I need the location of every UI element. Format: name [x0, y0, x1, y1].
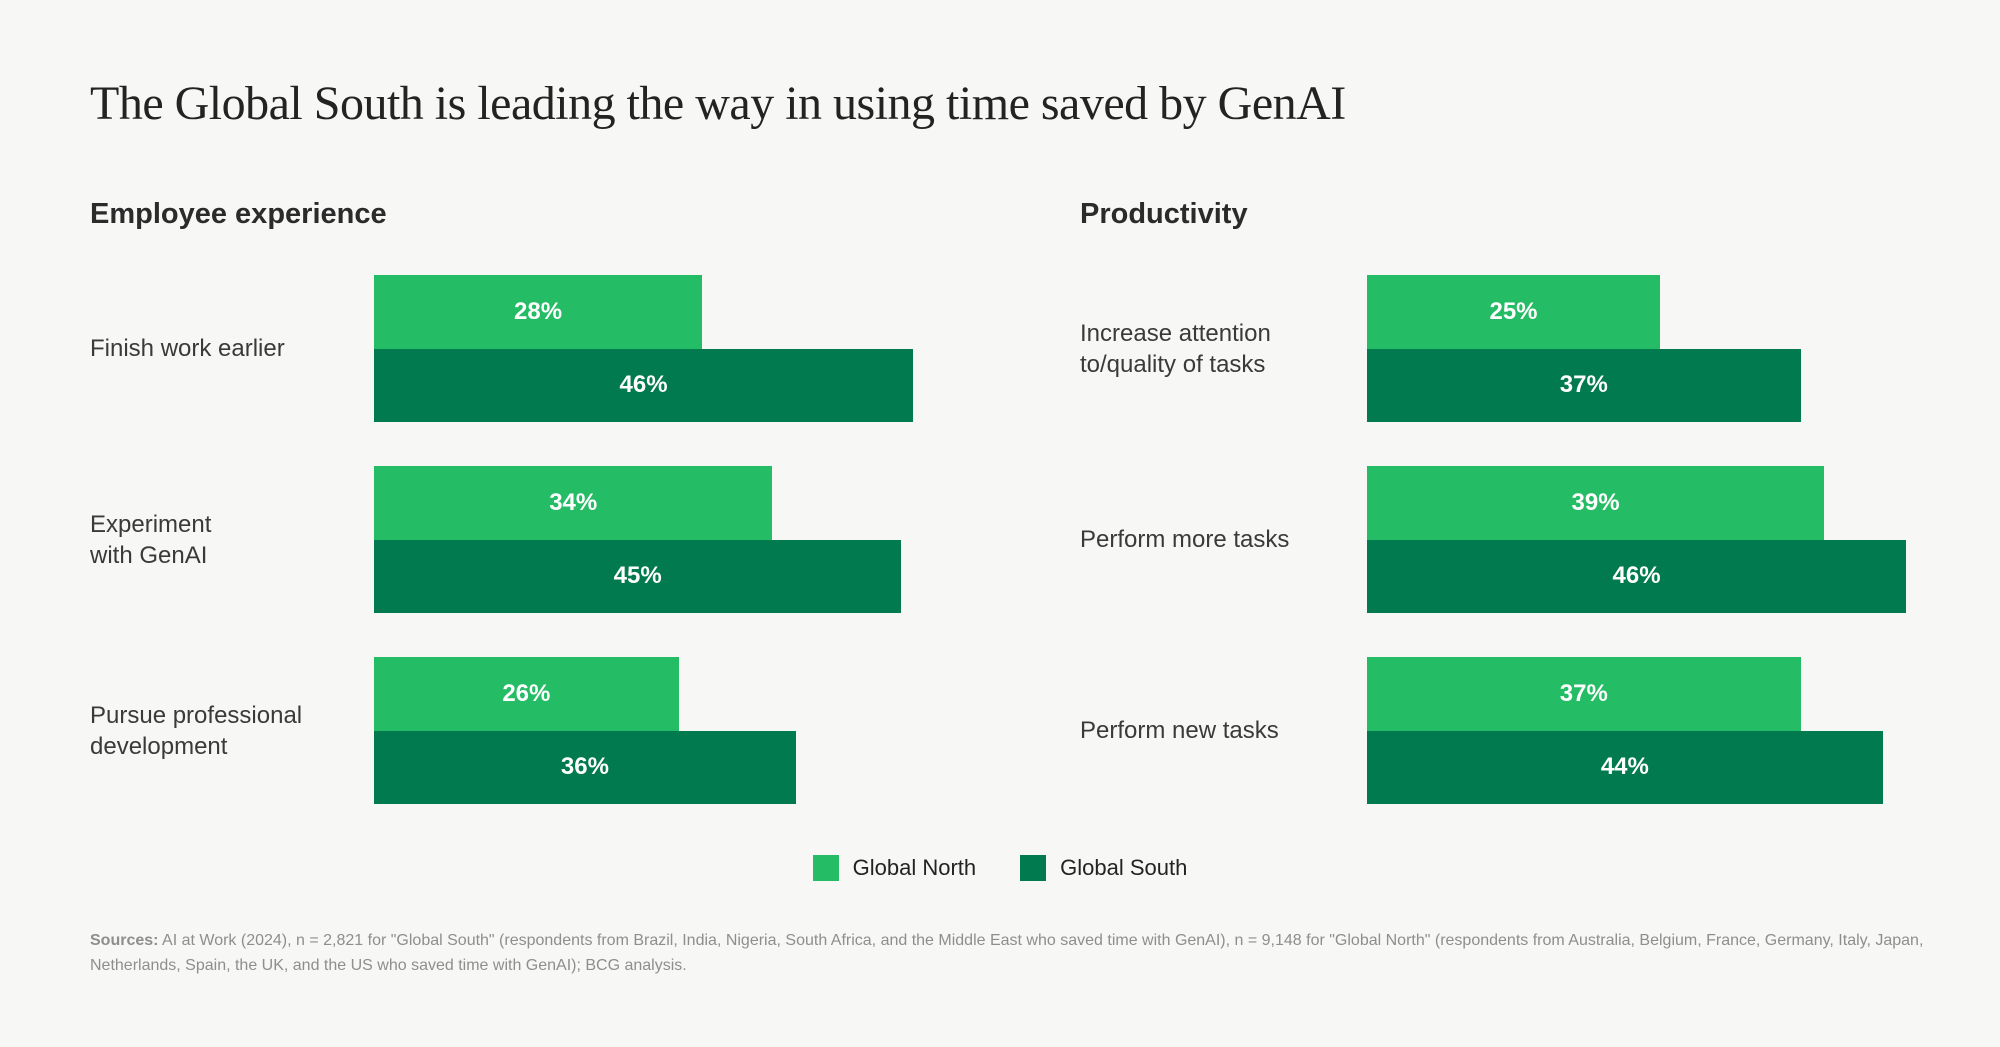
- bar-global-south: 44%: [1367, 730, 1883, 804]
- bar-value-label: 26%: [502, 679, 551, 707]
- bar-value-label: 37%: [1559, 371, 1608, 399]
- bar-value-label: 28%: [514, 297, 563, 325]
- bar-group: 34% 45%: [374, 466, 960, 613]
- category-label: Perform more tasks: [1080, 526, 1290, 553]
- page-title: The Global South is leading the way in u…: [90, 77, 1346, 130]
- category-label: Perform new tasks: [1080, 717, 1279, 744]
- bar-value-label: 39%: [1571, 488, 1620, 516]
- bar-global-north: 37%: [1367, 657, 1801, 731]
- bar-value-label: 34%: [549, 488, 598, 516]
- category-label: Increase attention to/quality of tasks: [1080, 319, 1271, 378]
- chart-row: Increase attention to/quality of tasks 2…: [1080, 275, 1953, 422]
- chart-panel-employee-experience: Employee experience Finish work earlier …: [90, 197, 960, 848]
- bar-value-label: 46%: [619, 371, 668, 399]
- category-label: Finish work earlier: [90, 335, 285, 362]
- chart-row: Experiment with GenAI 34% 45%: [90, 466, 960, 613]
- bar-value-label: 37%: [1559, 679, 1608, 707]
- bar-global-south: 37%: [1367, 348, 1801, 422]
- bar-global-north: 39%: [1367, 466, 1825, 540]
- bar-global-south: 45%: [374, 539, 902, 613]
- legend-swatch-global-north: [812, 855, 839, 881]
- bar-value-label: 45%: [613, 562, 662, 590]
- chart-row: Perform new tasks 37% 44%: [1080, 657, 1953, 804]
- bar-global-north: 28%: [374, 275, 703, 349]
- chart-row: Finish work earlier 28% 46%: [90, 275, 960, 422]
- category-label: Pursue professional development: [90, 701, 303, 760]
- category-label: Experiment with GenAI: [90, 510, 212, 569]
- bar-value-label: 46%: [1612, 562, 1661, 590]
- chart-row: Pursue professional development 26% 36%: [90, 657, 960, 804]
- bar-group: 26% 36%: [374, 657, 960, 804]
- legend-label: Global North: [852, 855, 977, 880]
- chart-panel-productivity: Productivity Increase attention to/quali…: [1080, 197, 1953, 848]
- legend-item-global-south: Global South: [1020, 855, 1187, 881]
- panel-title: Employee experience: [90, 198, 387, 230]
- bar-global-north: 34%: [374, 466, 773, 540]
- legend-swatch-global-south: [1020, 855, 1047, 881]
- bar-value-label: 44%: [1600, 753, 1649, 781]
- bar-value-label: 36%: [560, 753, 609, 781]
- bar-group: 39% 46%: [1367, 466, 1953, 613]
- legend: Global North Global South: [0, 855, 2000, 881]
- sources-label: Sources:: [90, 932, 159, 949]
- bar-global-south: 46%: [374, 348, 914, 422]
- bar-group: 25% 37%: [1367, 275, 1953, 422]
- bar-group: 28% 46%: [374, 275, 960, 422]
- legend-item-global-north: Global North: [812, 855, 977, 881]
- bar-value-label: 25%: [1489, 297, 1538, 325]
- panel-title: Productivity: [1080, 198, 1248, 230]
- sources-text: AI at Work (2024), n = 2,821 for "Global…: [90, 932, 1924, 974]
- bar-global-north: 25%: [1367, 275, 1660, 349]
- sources-footnote: Sources: AI at Work (2024), n = 2,821 fo…: [90, 928, 1970, 978]
- bar-global-north: 26%: [374, 657, 679, 731]
- bar-global-south: 36%: [374, 730, 796, 804]
- bar-global-south: 46%: [1367, 539, 1907, 613]
- chart-row: Perform more tasks 39% 46%: [1080, 466, 1953, 613]
- bar-group: 37% 44%: [1367, 657, 1953, 804]
- legend-label: Global South: [1060, 855, 1188, 880]
